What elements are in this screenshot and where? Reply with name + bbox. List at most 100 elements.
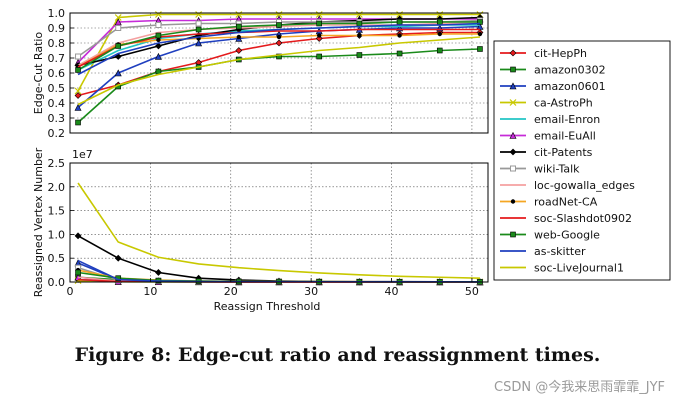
data-point: [75, 53, 82, 60]
legend-entry: email-EuAll: [500, 130, 596, 143]
legend-label: cit-HepPh: [534, 47, 587, 60]
data-point: [316, 53, 322, 60]
legend-entry: wiki-Talk: [500, 163, 580, 176]
y-tick-label: 0.6: [48, 67, 66, 80]
bottom-panel: 0.0 0.5 1.0 1.5 2.0 2.5 0 10 20 30 40 50 Reassign Th…: [32, 147, 489, 313]
data-point: [195, 26, 202, 33]
data-point: [155, 22, 162, 28]
y-tick-label: 1.5: [48, 205, 66, 218]
legend-label: amazon0601: [534, 80, 606, 93]
legend-marker: [509, 82, 517, 90]
data-point: [74, 92, 82, 99]
legend-marker: [509, 131, 517, 139]
plot-frame: [69, 12, 489, 134]
y-axis-label: Edge-Cut Ratio: [32, 32, 45, 115]
series-as-skitter: [77, 22, 480, 76]
plot-frame: [69, 162, 489, 283]
x-tick-label: 50: [465, 285, 479, 298]
series-line: [77, 36, 481, 106]
legend-entry: loc-gowalla_edges: [500, 179, 635, 192]
legend-marker: [509, 49, 517, 57]
legend-entry: soc-LiveJournal1: [500, 262, 624, 275]
legend-entry: soc-Slashdot0902: [500, 212, 632, 225]
data-point: [74, 87, 82, 95]
data-point: [356, 20, 363, 27]
y-scale-label: 1e7: [72, 148, 93, 161]
y-tick-label: 0.5: [48, 82, 66, 95]
series-line: [77, 28, 480, 68]
legend-entry: cit-Patents: [500, 146, 593, 159]
legend-marker: [510, 199, 516, 204]
legend-entry: cit-HepPh: [500, 47, 587, 60]
legend-marker: [510, 165, 516, 172]
legend-label: as-skitter: [534, 245, 586, 258]
data-point: [154, 52, 162, 60]
data-point: [156, 37, 161, 43]
data-point: [316, 33, 322, 38]
watermark: CSDN @今我来思雨霏霏_JYF: [494, 380, 665, 395]
y-tick-label: 2.5: [48, 157, 66, 170]
legend-label: wiki-Talk: [534, 163, 580, 176]
y-tick-label: 0.4: [48, 97, 66, 110]
data-point: [75, 119, 81, 126]
data-point: [155, 68, 162, 75]
series-line: [77, 22, 480, 76]
x-tick-label: 10: [143, 285, 157, 298]
y-tick-label: 1.0: [48, 228, 66, 241]
legend-label: soc-LiveJournal1: [534, 262, 624, 275]
data-point: [436, 47, 443, 54]
data-point: [114, 14, 122, 21]
data-point: [114, 254, 122, 262]
legend-marker: [509, 99, 517, 106]
data-point: [397, 33, 402, 38]
legend: cit-HepPh amazon0302 amazon0601 ca-AstroPh e…: [493, 40, 671, 281]
legend-label: soc-Slashdot0902: [534, 212, 632, 225]
y-tick-label: 1.0: [48, 7, 66, 20]
y-tick-label: 0.2: [48, 127, 66, 140]
data-point: [396, 50, 403, 57]
data-point: [75, 269, 81, 276]
data-point: [477, 46, 483, 52]
legend-entry: roadNet-CA: [500, 196, 598, 209]
data-point: [154, 269, 162, 276]
data-point: [477, 31, 483, 37]
legend-label: ca-AstroPh: [534, 97, 593, 110]
x-tick-label: 30: [304, 285, 318, 298]
x-tick-label: 0: [67, 285, 74, 298]
legend-entry: ca-AstroPh: [500, 97, 593, 110]
legend-box: [493, 40, 671, 281]
data-point: [195, 20, 202, 27]
legend-entry: amazon0601: [500, 80, 606, 93]
data-point: [437, 31, 442, 37]
data-point: [195, 39, 203, 47]
data-point: [236, 23, 242, 30]
data-point: [75, 67, 81, 73]
legend-label: email-Enron: [534, 113, 600, 126]
y-tick-label: 0.9: [48, 22, 66, 35]
data-point: [356, 52, 363, 58]
y-axis-label: Reassigned Vertex Number: [32, 147, 45, 297]
data-point: [114, 69, 122, 77]
data-point: [276, 22, 282, 28]
data-point: [396, 19, 403, 25]
data-point: [436, 19, 443, 25]
legend-marker: [510, 231, 516, 238]
series-line: [77, 182, 480, 279]
data-point: [316, 20, 322, 27]
legend-label: cit-Patents: [534, 146, 593, 159]
data-point: [235, 47, 243, 54]
y-tick-label: 0.0: [48, 276, 66, 289]
y-tick-label: 2.0: [48, 181, 66, 194]
y-tick-label: 0.5: [48, 252, 66, 265]
data-point: [275, 39, 283, 47]
legend-label: amazon0302: [534, 64, 606, 77]
legend-entry: web-Google: [500, 229, 600, 242]
legend-label: loc-gowalla_edges: [534, 179, 635, 192]
x-axis-label: Reassign Threshold: [214, 300, 321, 313]
legend-entry: amazon0302: [500, 64, 606, 77]
y-tick-label: 0.7: [48, 52, 66, 65]
plot-area: [70, 163, 488, 282]
legend-label: web-Google: [534, 229, 600, 242]
data-point: [154, 42, 162, 50]
